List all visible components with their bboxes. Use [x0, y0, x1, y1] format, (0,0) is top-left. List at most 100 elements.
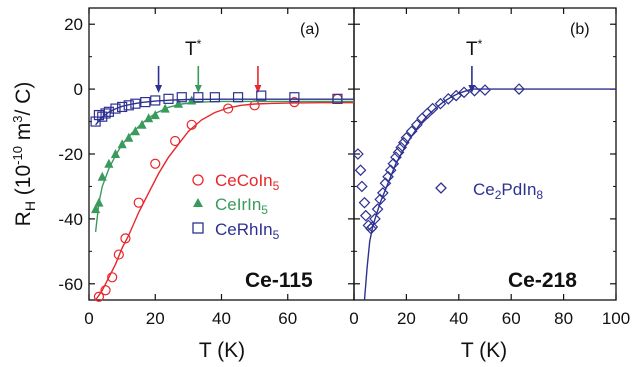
data-point-cerhin5 [289, 92, 300, 103]
data-point-ceirin5 [173, 98, 184, 108]
legend-marker-cerhin5 [192, 222, 204, 234]
data-point-cecoin5 [133, 197, 144, 208]
y-tick-label: -20 [58, 145, 83, 164]
tstar-arrowhead-cecoin5 [254, 85, 262, 93]
x-tick-label: 80 [554, 309, 573, 328]
data-point-ce2pdin8 [450, 89, 463, 102]
data-point-cecoin5 [170, 135, 181, 147]
x-tick-label: 0 [84, 309, 93, 328]
data-point-ce2pdin8 [376, 187, 389, 199]
panel-a-frame [88, 7, 355, 301]
legend-label-ceirin5: CeIrIn5 [215, 195, 268, 217]
data-point-ce2pdin8 [434, 97, 447, 110]
data-point-ce2pdin8 [405, 125, 418, 138]
data-point-ce2pdin8 [354, 164, 367, 177]
panel-b-tstar-label: T* [466, 37, 483, 60]
data-point-cecoin5 [100, 285, 111, 296]
tstar-arrowhead-cerhin5 [155, 85, 163, 93]
x-tick-label: 20 [397, 309, 416, 328]
data-point-cecoin5 [223, 103, 234, 114]
panel-b-plot: 0 20 40 60 80 100 [349, 8, 630, 328]
data-point-cerhin5 [176, 92, 187, 103]
data-point-cecoin5 [107, 272, 118, 283]
data-point-ceirin5 [124, 132, 134, 142]
y-tick-label: -40 [58, 210, 83, 229]
x-tick-label: 40 [212, 309, 231, 328]
data-point-ceirin5 [94, 197, 104, 207]
data-point-cerhin5 [117, 101, 128, 113]
data-point-ce2pdin8 [359, 209, 372, 222]
data-point-ce2pdin8 [356, 180, 368, 193]
panel-a-x-axis-title: T (K) [199, 339, 245, 362]
data-point-cerhin5 [209, 92, 220, 103]
data-point-ce2pdin8 [352, 148, 364, 160]
data-point-ce2pdin8 [400, 131, 413, 144]
data-point-ce2pdin8 [411, 118, 423, 131]
data-point-ceirin5 [137, 119, 147, 129]
panel-b-annotation: Ce-218 [508, 269, 577, 292]
tstar-arrowhead-ce2pdin8 [468, 85, 476, 93]
data-point-cerhin5 [256, 90, 267, 101]
data-point-cecoin5 [249, 100, 260, 111]
x-tick-label: 20 [146, 309, 165, 328]
data-point-ceirin5 [110, 149, 121, 158]
data-point-cerhin5 [103, 106, 114, 117]
data-point-cerhin5 [140, 96, 151, 108]
data-point-cerhin5 [193, 92, 204, 103]
data-point-cecoin5 [150, 158, 161, 169]
data-point-ce2pdin8 [426, 102, 439, 115]
legend-marker-ceirin5 [193, 198, 203, 207]
data-point-ce2pdin8 [392, 146, 405, 159]
legend-marker-cecoin5 [192, 174, 204, 186]
y-tick-label: -60 [58, 275, 83, 294]
panel-a-legend: CeCoIn5 CeIrIn5 CeRhIn5 [192, 171, 280, 242]
data-point-ce2pdin8 [395, 141, 408, 154]
data-point-cecoin5 [120, 233, 131, 244]
data-point-ce2pdin8 [366, 221, 379, 233]
data-point-ce2pdin8 [442, 92, 455, 105]
fit-line-ce2pdin8 [363, 88, 616, 301]
y-tick-label: 20 [64, 15, 83, 34]
data-point-cerhin5 [130, 98, 141, 109]
x-tick-label: 60 [278, 309, 297, 328]
data-point-ce2pdin8 [458, 86, 470, 99]
x-tick-label: 0 [349, 309, 358, 328]
data-point-ce2pdin8 [371, 203, 384, 216]
data-point-ce2pdin8 [358, 196, 371, 209]
data-point-ceirin5 [91, 204, 101, 214]
data-point-ceirin5 [150, 110, 160, 120]
panel-b-label: (b) [570, 21, 590, 38]
data-point-ce2pdin8 [369, 213, 381, 225]
panel-b-frame [353, 7, 617, 301]
data-point-ce2pdin8 [479, 84, 491, 96]
data-point-cecoin5 [93, 291, 105, 302]
panel-a-tstar-label: T* [185, 37, 202, 60]
data-point-ceirin5 [104, 158, 114, 168]
data-point-ce2pdin8 [390, 151, 402, 164]
data-point-cerhin5 [100, 108, 111, 119]
legend-label-cecoin5: CeCoIn5 [215, 171, 280, 193]
data-point-cerhin5 [232, 92, 244, 103]
data-point-cerhin5 [123, 100, 134, 111]
data-point-cerhin5 [110, 103, 121, 114]
data-point-ceirin5 [130, 126, 140, 136]
data-point-cerhin5 [332, 93, 343, 104]
x-tick-label: 60 [502, 309, 521, 328]
data-point-ce2pdin8 [397, 136, 410, 149]
data-point-ce2pdin8 [513, 83, 525, 95]
panel-a-annotation: Ce-115 [245, 269, 313, 292]
legend-marker-ce2pdin8 [435, 182, 447, 194]
panel-a-label: (a) [300, 21, 320, 38]
data-point-cecoin5 [186, 119, 197, 130]
data-point-cerhin5 [150, 95, 161, 106]
legend-label-cerhin5: CeRhIn5 [215, 220, 280, 242]
data-point-cecoin5 [113, 249, 124, 260]
legend-label-ce2pdin8: Ce2PdIn8 [473, 180, 543, 202]
data-point-ceirin5 [160, 103, 170, 113]
data-point-ceirin5 [117, 139, 127, 149]
y-tick-label: 0 [74, 80, 83, 99]
tstar-arrowhead-ceirin5 [194, 85, 202, 93]
y-axis-title: RH (10-10 m3/ C) [10, 82, 38, 227]
panel-a-plot: 200-20-40-600 20 40 60 [58, 8, 354, 328]
